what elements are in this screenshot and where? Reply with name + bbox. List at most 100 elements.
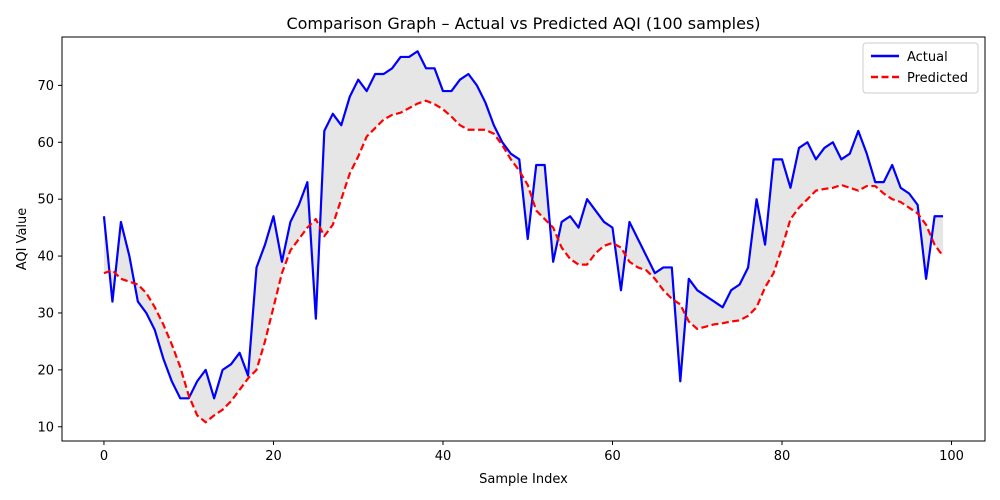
data-point-actual-72 (713, 300, 715, 302)
data-point-actual-63 (637, 238, 639, 240)
data-point-predicted-88 (849, 187, 851, 189)
data-point-actual-75 (739, 283, 741, 285)
data-point-actual-5 (145, 312, 147, 314)
data-point-predicted-5 (145, 292, 147, 294)
data-point-actual-3 (128, 255, 130, 257)
data-point-predicted-94 (900, 201, 902, 203)
data-point-actual-48 (510, 153, 512, 155)
data-point-actual-64 (645, 255, 647, 257)
data-point-predicted-81 (789, 218, 791, 220)
data-point-actual-21 (281, 261, 283, 263)
data-point-predicted-54 (561, 246, 563, 248)
data-point-actual-33 (383, 73, 385, 75)
data-point-actual-35 (400, 56, 402, 58)
data-point-predicted-19 (264, 340, 266, 342)
data-point-predicted-8 (171, 343, 173, 345)
data-point-actual-94 (900, 187, 902, 189)
data-point-predicted-51 (535, 209, 537, 211)
data-point-predicted-16 (238, 389, 240, 391)
data-point-predicted-9 (179, 366, 181, 368)
data-point-predicted-78 (764, 286, 766, 288)
data-point-actual-20 (272, 215, 274, 217)
data-point-predicted-50 (527, 184, 529, 186)
data-point-actual-12 (205, 369, 207, 371)
data-point-predicted-68 (679, 303, 681, 305)
data-point-actual-89 (857, 130, 859, 132)
data-point-actual-65 (654, 272, 656, 274)
legend: Actual Predicted (862, 42, 979, 94)
data-point-actual-92 (883, 181, 885, 183)
data-point-predicted-3 (128, 281, 130, 283)
data-point-actual-62 (628, 221, 630, 223)
data-point-predicted-31 (366, 135, 368, 137)
data-point-actual-85 (823, 147, 825, 149)
data-point-actual-30 (357, 79, 359, 81)
data-point-actual-42 (459, 79, 461, 81)
data-point-actual-84 (815, 158, 817, 160)
data-point-predicted-35 (400, 112, 402, 114)
data-point-predicted-2 (120, 278, 122, 280)
data-point-predicted-83 (806, 198, 808, 200)
data-point-actual-16 (238, 352, 240, 354)
data-point-predicted-14 (222, 409, 224, 411)
x-tick-label-100: 100 (939, 449, 964, 464)
data-point-predicted-44 (476, 129, 478, 131)
data-point-actual-86 (832, 141, 834, 143)
data-point-actual-73 (722, 306, 724, 308)
data-point-predicted-95 (908, 207, 910, 209)
data-point-actual-95 (908, 192, 910, 194)
data-point-predicted-13 (213, 414, 215, 416)
data-point-actual-93 (891, 164, 893, 166)
data-point-actual-7 (162, 357, 164, 359)
data-point-predicted-48 (510, 158, 512, 160)
x-tick-label-60: 60 (604, 449, 621, 464)
data-point-predicted-85 (823, 188, 825, 190)
data-point-predicted-26 (323, 235, 325, 237)
data-point-predicted-18 (255, 369, 257, 371)
data-point-predicted-53 (552, 227, 554, 229)
data-point-actual-83 (806, 141, 808, 143)
data-point-actual-50 (527, 238, 529, 240)
data-point-actual-19 (264, 244, 266, 246)
data-point-predicted-92 (883, 192, 885, 194)
data-point-predicted-38 (425, 100, 427, 102)
y-axis: 10 20 30 40 50 60 70 (37, 79, 62, 435)
data-point-predicted-36 (408, 107, 410, 109)
data-point-predicted-67 (671, 298, 673, 300)
data-point-actual-45 (484, 101, 486, 103)
data-point-actual-79 (772, 158, 774, 160)
data-point-predicted-96 (917, 212, 919, 214)
data-point-actual-74 (730, 289, 732, 291)
data-point-predicted-91 (874, 185, 876, 187)
y-axis-title: AQI Value (15, 208, 30, 271)
data-point-predicted-70 (696, 328, 698, 330)
data-point-actual-53 (552, 261, 554, 263)
data-point-actual-98 (933, 215, 935, 217)
data-point-actual-36 (408, 56, 410, 58)
data-point-predicted-7 (162, 323, 164, 325)
data-point-actual-87 (840, 158, 842, 160)
data-point-actual-31 (366, 90, 368, 92)
data-point-predicted-12 (205, 421, 207, 423)
data-point-actual-38 (425, 67, 427, 69)
data-point-actual-28 (340, 124, 342, 126)
y-tick-label-10: 10 (37, 420, 54, 435)
data-point-predicted-84 (815, 190, 817, 192)
x-axis-title: Sample Index (479, 472, 568, 487)
data-point-actual-66 (662, 266, 664, 268)
data-point-actual-25 (315, 318, 317, 320)
y-tick-label-40: 40 (37, 250, 54, 265)
data-point-predicted-47 (501, 144, 503, 146)
data-point-actual-77 (755, 198, 757, 200)
chart-title: Comparison Graph – Actual vs Predicted A… (286, 14, 760, 33)
data-point-predicted-40 (442, 108, 444, 110)
data-point-predicted-73 (722, 322, 724, 324)
data-point-actual-22 (289, 221, 291, 223)
data-point-predicted-45 (484, 129, 486, 131)
data-point-actual-41 (450, 90, 452, 92)
series-lines (102, 50, 944, 424)
y-tick-label-60: 60 (37, 136, 54, 151)
data-point-predicted-69 (688, 320, 690, 322)
data-point-predicted-24 (306, 227, 308, 229)
data-point-actual-13 (213, 397, 215, 399)
